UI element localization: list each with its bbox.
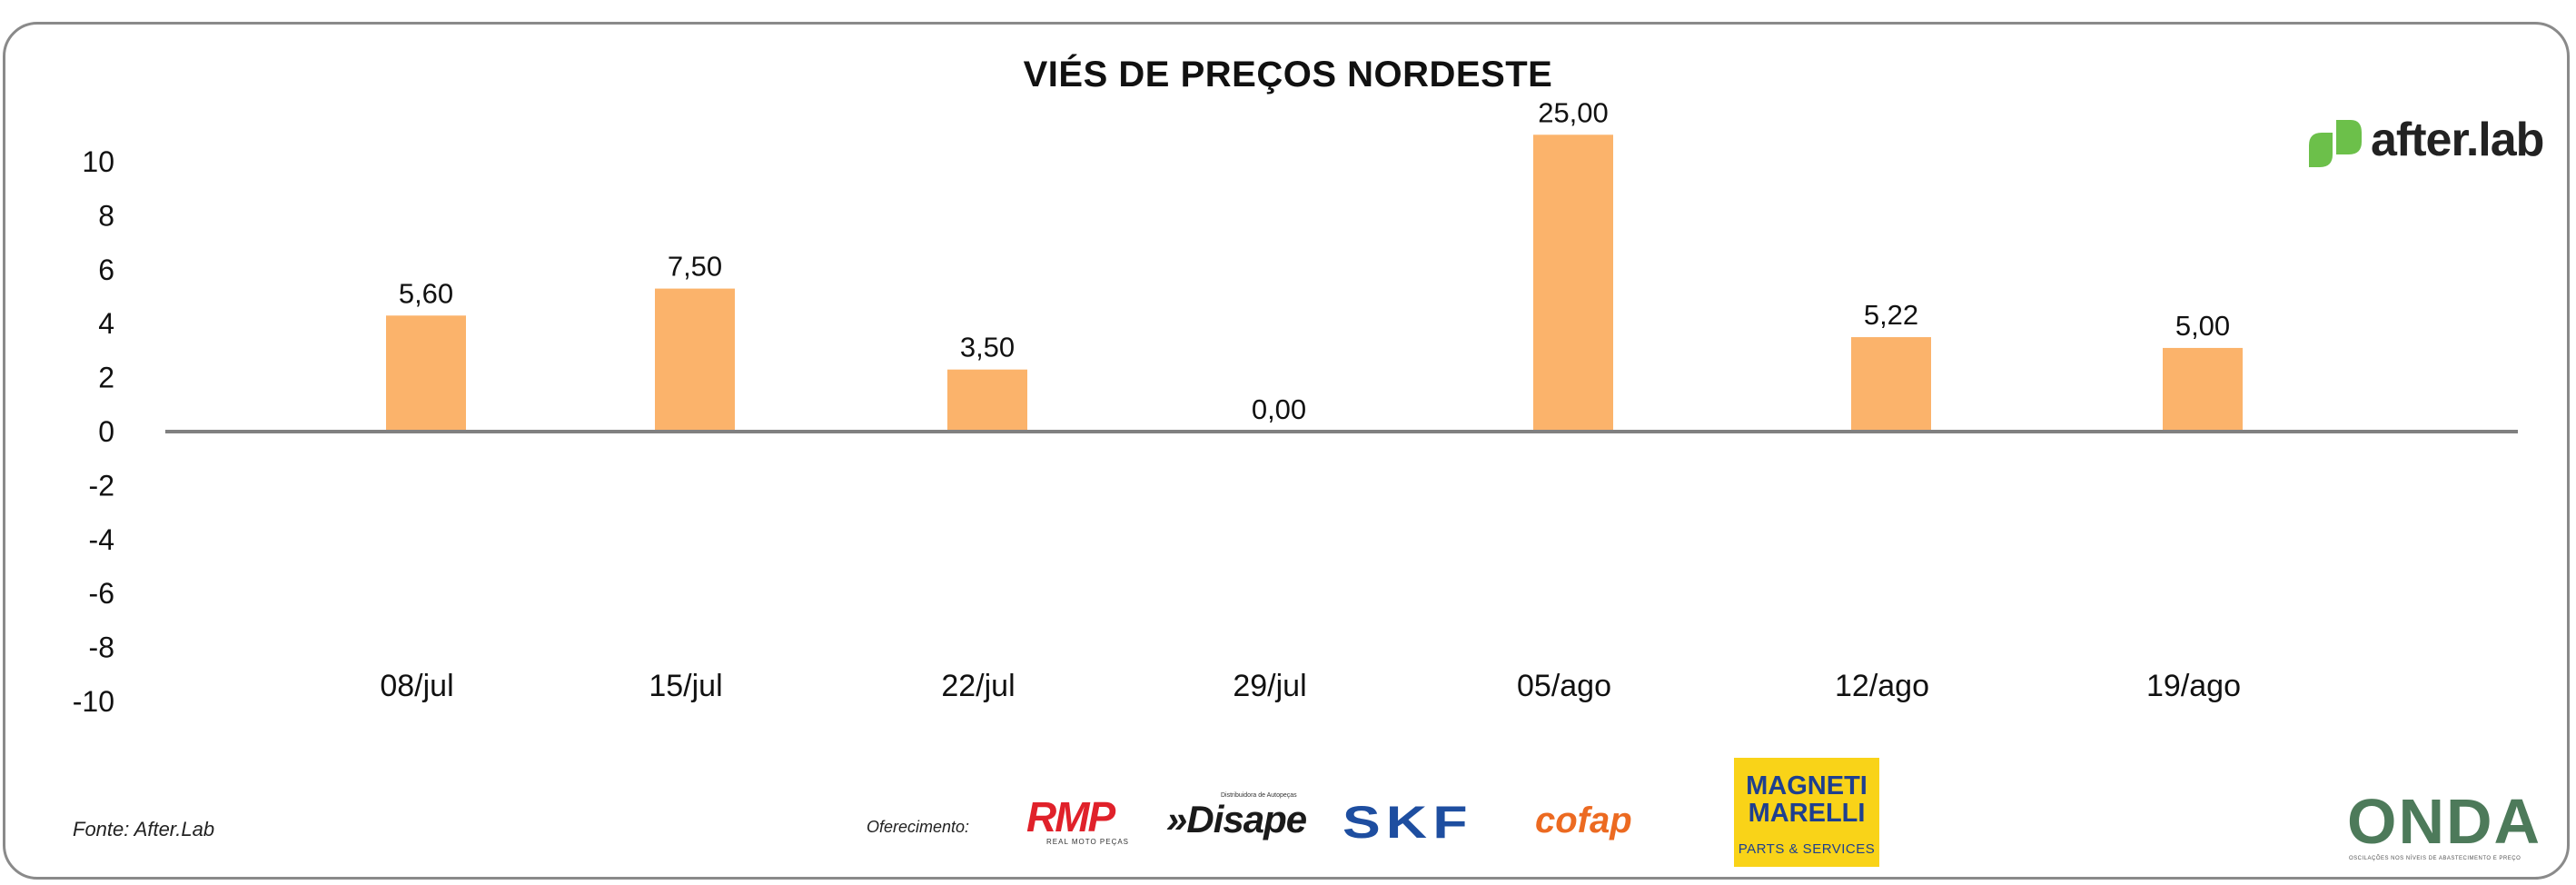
skf-logo: SKF xyxy=(1342,800,1515,847)
data-label: 5,22 xyxy=(1864,299,1918,331)
y-axis-ticks: 10 8 6 4 2 0 -2 -4 -6 -8 -10 xyxy=(73,145,114,718)
x-tick-label: 12/ago xyxy=(1835,669,1929,703)
onda-wordmark: ONDA xyxy=(2347,786,2542,857)
data-label: 3,50 xyxy=(960,332,1015,363)
rmp-logo: RMP REAL MOTO PEÇAS xyxy=(1026,796,1149,847)
x-tick-label: 22/jul xyxy=(941,669,1015,703)
bar xyxy=(947,369,1027,432)
disape-logo: Distribuidora de Autopeças »Disape xyxy=(1166,792,1325,847)
chart-card xyxy=(3,22,2570,880)
x-tick-label: 08/jul xyxy=(380,669,453,703)
y-tick-label: -8 xyxy=(89,631,114,664)
data-labels: 5,60 7,50 3,50 0,00 25,00 5,22 5,00 xyxy=(399,96,2230,425)
x-tick-label: 29/jul xyxy=(1233,669,1306,703)
data-label: 5,60 xyxy=(399,277,453,309)
data-label: 25,00 xyxy=(1538,96,1609,128)
cofap-logo: cofap xyxy=(1535,800,1708,843)
sponsor-label: Oferecimento: xyxy=(867,818,970,836)
y-tick-label: -2 xyxy=(89,469,114,502)
y-tick-label: 0 xyxy=(98,415,114,448)
bar xyxy=(2163,347,2243,432)
magneti-tagline: PARTS & SERVICES xyxy=(1738,841,1876,857)
afterlab-logo: after.lab xyxy=(2305,111,2551,174)
skf-wordmark: SKF xyxy=(1342,797,1473,848)
x-tick-label: 19/ago xyxy=(2146,669,2241,703)
cofap-wordmark: cofap xyxy=(1535,800,1632,840)
bar xyxy=(386,315,466,432)
onda-tagline: OSCILAÇÕES NOS NÍVEIS DE ABASTECIMENTO E… xyxy=(2349,856,2522,861)
disape-wordmark: »Disape xyxy=(1166,798,1307,840)
bar-series xyxy=(386,134,2243,433)
y-tick-label: 10 xyxy=(82,145,114,178)
y-tick-label: -4 xyxy=(89,523,114,556)
data-label: 7,50 xyxy=(668,251,722,283)
y-tick-label: 2 xyxy=(98,362,114,394)
magneti-wordmark: MAGNETI MARELLI xyxy=(1746,771,1868,828)
afterlab-wordmark: after.lab xyxy=(2371,114,2544,166)
x-tick-label: 15/jul xyxy=(649,669,722,703)
afterlab-leaf-icon xyxy=(2309,120,2362,167)
bar xyxy=(1851,337,1931,432)
rmp-tagline: REAL MOTO PEÇAS xyxy=(1046,838,1130,846)
onda-logo: ONDA OSCILAÇÕES NOS NÍVEIS DE ABASTECIME… xyxy=(2347,786,2542,867)
data-label: 5,00 xyxy=(2175,310,2230,342)
x-axis-labels: 08/jul 15/jul 22/jul 29/jul 05/ago 12/ago 19/a… xyxy=(380,669,2241,703)
source-note: Fonte: After.Lab xyxy=(73,818,215,840)
bar xyxy=(655,288,735,432)
y-tick-label: -10 xyxy=(73,685,114,718)
y-tick-label: 4 xyxy=(98,307,114,340)
chart-title: VIÉS DE PREÇOS NORDESTE xyxy=(1023,55,1553,94)
y-tick-label: 6 xyxy=(98,254,114,286)
bar xyxy=(1533,134,1613,433)
y-tick-label: 8 xyxy=(98,199,114,232)
magneti-marelli-logo: MAGNETI MARELLI PARTS & SERVICES xyxy=(1734,758,1879,867)
data-label: 0,00 xyxy=(1252,393,1306,425)
y-tick-label: -6 xyxy=(89,577,114,610)
disape-tagline: Distribuidora de Autopeças xyxy=(1221,792,1297,799)
x-tick-label: 05/ago xyxy=(1517,669,1611,703)
rmp-wordmark: RMP xyxy=(1026,793,1115,840)
